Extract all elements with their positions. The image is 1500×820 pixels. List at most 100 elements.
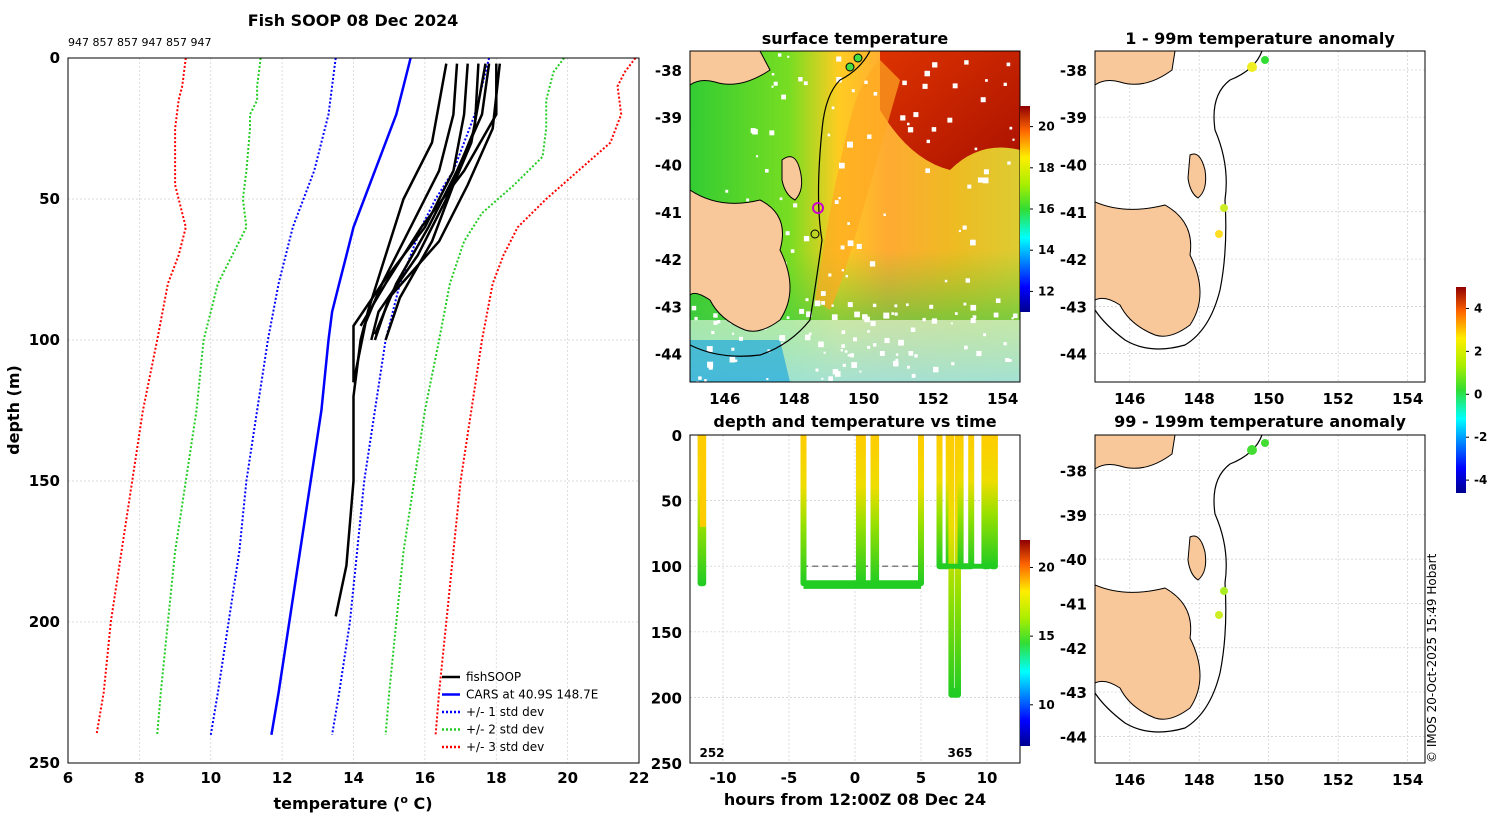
map-x-tick-label: 148 [779, 390, 810, 408]
sst-cloud-pixel [924, 70, 930, 77]
sst-cloud-pixel [790, 249, 795, 253]
map-x-tick-label: 152 [1323, 390, 1354, 408]
sst-cloud-pixel [847, 354, 851, 357]
sst-cloud-pixel [976, 350, 982, 357]
sst-cloud-pixel [974, 147, 978, 151]
anomaly-marker [1220, 587, 1228, 595]
sst-cloud-pixel [704, 379, 707, 382]
sst-cloud-pixel [725, 189, 729, 193]
sst-cloud-pixel [933, 366, 939, 373]
sst-cloud-pixel [926, 139, 930, 144]
time-x-tick-label: 5 [916, 769, 926, 787]
time-y-tick-label: 150 [651, 624, 682, 642]
sst-cloud-pixel [847, 141, 853, 148]
colorbar-tick-label: -4 [1474, 473, 1487, 487]
anomaly-marker [1261, 439, 1269, 447]
sst-cloud-pixel [1008, 359, 1012, 362]
credit-text: © IMOS 20-Oct-2025 15:49 Hobart [1425, 553, 1439, 763]
fishsoop-cast-line [384, 63, 487, 341]
sst-cloud-pixel [912, 405, 915, 408]
sst-cloud-pixel [691, 305, 697, 311]
sst-title: surface temperature [762, 29, 949, 48]
sst-cloud-pixel [954, 312, 958, 315]
time-panel: depth and temperature vs time -10 -5 0 5 10 … [651, 412, 1055, 809]
sst-cloud-pixel [734, 359, 738, 362]
sst-cloud-pixel [851, 89, 855, 93]
sst-cloud-pixel [900, 115, 906, 121]
sst-cloud-pixel [873, 343, 877, 347]
sst-cloud-pixel [1013, 313, 1018, 318]
time-surface-mark [699, 435, 706, 527]
sst-cloud-pixel [958, 229, 961, 233]
anomaly-top-title: 1 - 99m temperature anomaly [1125, 29, 1395, 48]
sst-cloud-pixel [972, 315, 977, 319]
sst-cloud-pixel [1003, 416, 1008, 421]
sst-cloud-pixel [781, 94, 786, 100]
anomaly-bottom-panel: 99 - 199m temperature anomaly 146 148 150 1… [1060, 412, 1426, 789]
anomaly-bottom-map [1095, 435, 1269, 733]
map-y-tick-label: -39 [1060, 507, 1087, 525]
profile-legend: fishSOOP CARS at 40.9S 148.7E +/- 1 std de… [442, 670, 598, 754]
sst-cloud-pixel [905, 399, 910, 404]
anomaly-bottom-x-ticks: 146 148 150 152 154 [1114, 771, 1423, 789]
sst-cloud-pixel [931, 318, 938, 324]
time-cast-trace [936, 435, 952, 570]
profile-y-tick-label: 200 [29, 613, 60, 631]
sst-cloud-pixel [694, 316, 698, 321]
sst-cloud-pixel [963, 302, 967, 306]
profile-y-tick-label: 250 [29, 754, 60, 772]
sst-cloud-pixel [803, 81, 808, 86]
profile-y-tick-label: 0 [50, 49, 60, 67]
fishsoop-cast-line [352, 63, 448, 383]
time-cast-trace [873, 435, 924, 587]
sst-cloud-pixel [773, 81, 778, 86]
sst-cloud-pixel [778, 53, 782, 57]
sst-cloud-pixel [970, 304, 977, 311]
sst-cloud-pixel [1011, 317, 1014, 320]
map-y-tick-label: -42 [1060, 251, 1087, 269]
sst-heatmap [690, 51, 1021, 429]
sst-cloud-pixel [847, 240, 854, 247]
sst-cloud-pixel [834, 200, 839, 204]
sst-cloud-pixel [831, 314, 838, 320]
anomaly-top-y-ticks: -38 -39 -40 -41 -42 -43 -44 [1060, 62, 1087, 364]
sst-cloud-pixel [839, 162, 845, 169]
profile-x-ticks: 6 8 10 12 14 16 18 20 22 [63, 769, 650, 787]
anomaly-bottom-grid [1095, 435, 1425, 763]
anomaly-top-x-ticks: 146 148 150 152 154 [1114, 390, 1423, 408]
sst-cloud-pixel [821, 377, 824, 380]
map-x-tick-label: 150 [1253, 771, 1284, 789]
sst-cloud-pixel [864, 80, 868, 84]
sst-cloud-pixel [853, 337, 857, 342]
sst-cloud-pixel [993, 312, 999, 318]
sst-colorbar-ticks: 20 18 16 14 12 [1030, 120, 1055, 298]
sst-cloud-pixel [836, 77, 842, 83]
sst-cloud-pixel [1003, 82, 1007, 86]
sst-cloud-pixel [1011, 408, 1013, 410]
sst-cloud-pixel [694, 392, 696, 394]
sst-cloud-pixel [891, 312, 894, 315]
colorbar-tick-label: 4 [1474, 301, 1482, 315]
sst-cloud-pixel [980, 97, 986, 103]
time-annotation: 252 [699, 746, 724, 760]
map-x-tick-label: 154 [1392, 390, 1423, 408]
time-x-tick-label: 0 [850, 769, 860, 787]
profile-x-tick-label: 22 [629, 769, 650, 787]
sst-cloud-pixel [898, 339, 904, 346]
sst-cloud-pixel [845, 275, 848, 278]
time-series [697, 435, 998, 698]
sst-cloud-pixel [831, 304, 834, 307]
sst-cloud-pixel [964, 345, 968, 350]
profile-series-line [434, 57, 637, 735]
map-y-tick-label: -38 [655, 62, 682, 80]
sst-cloud-pixel [836, 56, 842, 62]
sst-cloud-pixel [803, 236, 810, 242]
sst-cloud-pixel [732, 332, 735, 335]
sst-cloud-pixel [1017, 425, 1021, 429]
sst-cloud-pixel [831, 106, 835, 110]
sst-cast-marker [812, 202, 824, 214]
profile-x-tick-label: 20 [557, 769, 578, 787]
colorbar-tick-label: -2 [1474, 430, 1487, 444]
profile-x-tick-label: 18 [486, 769, 507, 787]
map-y-tick-label: -44 [1060, 346, 1087, 364]
